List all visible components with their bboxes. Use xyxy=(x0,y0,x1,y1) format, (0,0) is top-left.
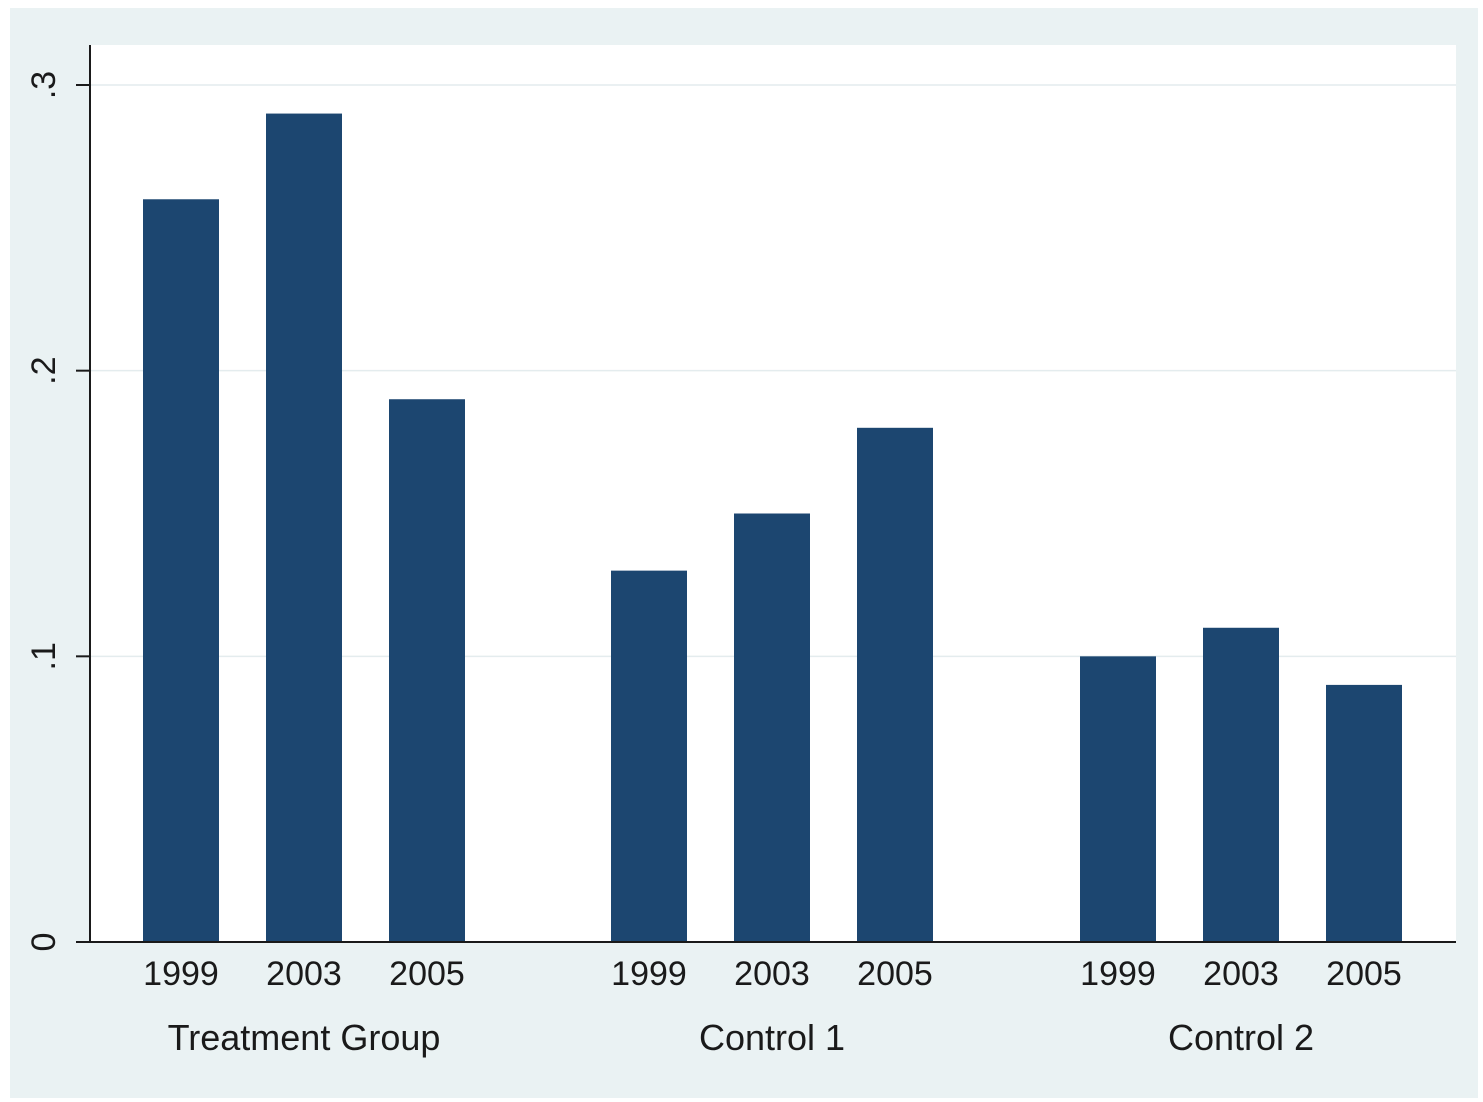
y-ticks: 0 .1 .2 .3 xyxy=(25,71,90,952)
bars xyxy=(143,113,1402,943)
x-category-label: 2005 xyxy=(1326,955,1402,993)
x-category-label: 2003 xyxy=(266,955,342,993)
x-category-label: 2003 xyxy=(1203,955,1279,993)
y-tick-label: 0 xyxy=(25,933,63,952)
y-tick-label: .2 xyxy=(25,356,63,384)
bar xyxy=(1203,627,1279,942)
x-group-label: Control 2 xyxy=(1168,1017,1314,1058)
x-group-label: Treatment Group xyxy=(168,1017,441,1058)
bar xyxy=(389,399,465,942)
y-tick-label: .3 xyxy=(25,71,63,99)
bar xyxy=(734,513,810,942)
bar xyxy=(266,113,342,943)
bar xyxy=(143,199,219,942)
x-category-label: 2003 xyxy=(734,955,810,993)
x-category-label: 1999 xyxy=(611,955,687,993)
y-tick-label: .1 xyxy=(25,642,63,670)
x-labels: 1999 2003 2005 Treatment Group 1999 2003 2005 C… xyxy=(143,955,1402,1058)
x-category-label: 2005 xyxy=(857,955,933,993)
x-category-label: 1999 xyxy=(1080,955,1156,993)
bar xyxy=(1326,684,1402,942)
bar xyxy=(857,427,933,942)
bar xyxy=(1080,656,1156,942)
x-category-label: 1999 xyxy=(143,955,219,993)
x-group-label: Control 1 xyxy=(699,1017,845,1058)
bar xyxy=(611,570,687,942)
x-category-label: 2005 xyxy=(389,955,465,993)
